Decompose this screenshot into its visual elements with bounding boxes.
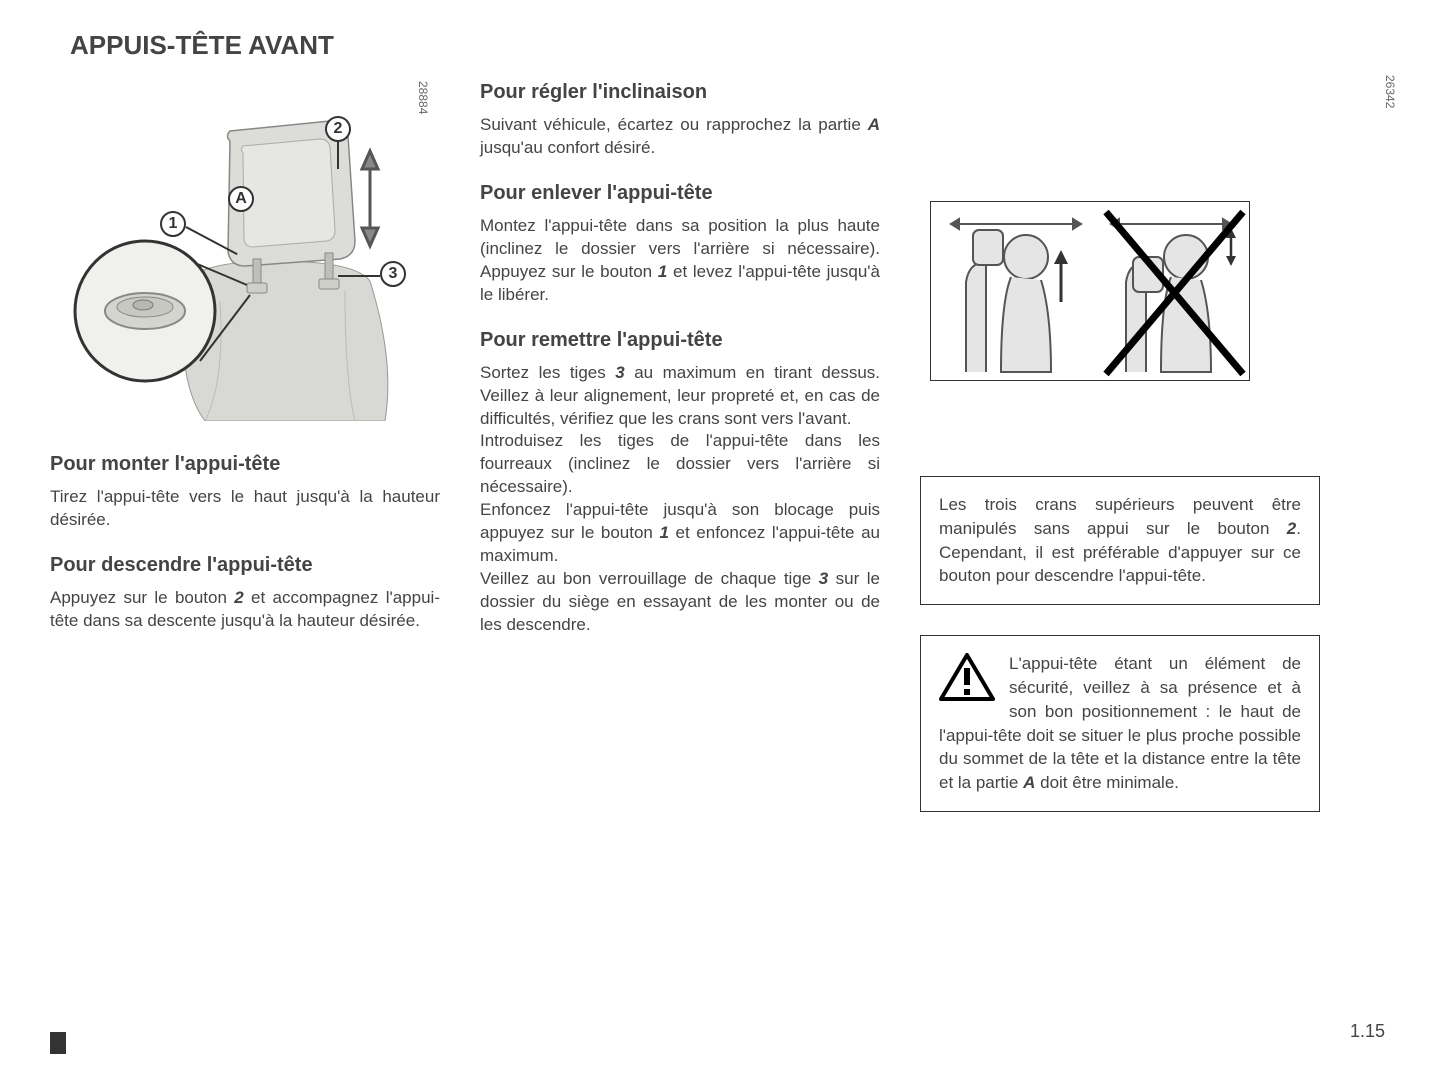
corner-mark xyxy=(50,1032,66,1054)
text-refit-1: Sortez les tiges 3 au maximum en tirant … xyxy=(480,362,880,431)
callout-3: 3 xyxy=(380,261,406,287)
heading-lower: Pour descendre l'appui-tête xyxy=(50,554,440,577)
figure-ref-1: 28884 xyxy=(416,81,430,114)
text-refit-2: Introduisez les tiges de l'appui-tête da… xyxy=(480,430,880,499)
page-number: 1.15 xyxy=(1350,1021,1385,1042)
text-lower: Appuyez sur le bouton 2 et accompagnez l… xyxy=(50,587,440,633)
heading-raise: Pour monter l'appui-tête xyxy=(50,453,440,476)
column-1: 28884 xyxy=(50,81,440,812)
text-raise: Tirez l'appui-tête vers le haut jusqu'à … xyxy=(50,486,440,532)
figure-position xyxy=(930,201,1250,381)
warning-icon xyxy=(939,652,995,709)
callout-1: 1 xyxy=(160,211,186,237)
page-title: APPUIS-TÊTE AVANT xyxy=(70,30,1395,61)
figure-headrest: 28884 xyxy=(65,81,425,431)
callout-A: A xyxy=(228,186,254,212)
column-2: Pour régler l'inclinaison Suivant véhicu… xyxy=(480,81,880,812)
info-box-notches: Les trois crans supérieurs peuvent être … xyxy=(920,476,1320,605)
content-columns: 28884 xyxy=(50,81,1395,812)
column-3: 26342 xyxy=(920,81,1320,812)
heading-remove: Pour enlever l'appui-tête xyxy=(480,182,880,205)
figure-ref-2: 26342 xyxy=(1383,75,1397,108)
heading-refit: Pour remettre l'appui-tête xyxy=(480,329,880,352)
text-refit-3: Enfoncez l'appui-tête jusqu'à son blocag… xyxy=(480,499,880,568)
text-remove: Montez l'appui-tête dans sa position la … xyxy=(480,215,880,307)
text-tilt: Suivant véhicule, écartez ou rapprochez … xyxy=(480,114,880,160)
text-refit-4: Veillez au bon verrouillage de chaque ti… xyxy=(480,568,880,637)
callout-2: 2 xyxy=(325,116,351,142)
warning-box-safety: L'appui-tête étant un élément de sécurit… xyxy=(920,635,1320,812)
heading-tilt: Pour régler l'inclinaison xyxy=(480,81,880,104)
